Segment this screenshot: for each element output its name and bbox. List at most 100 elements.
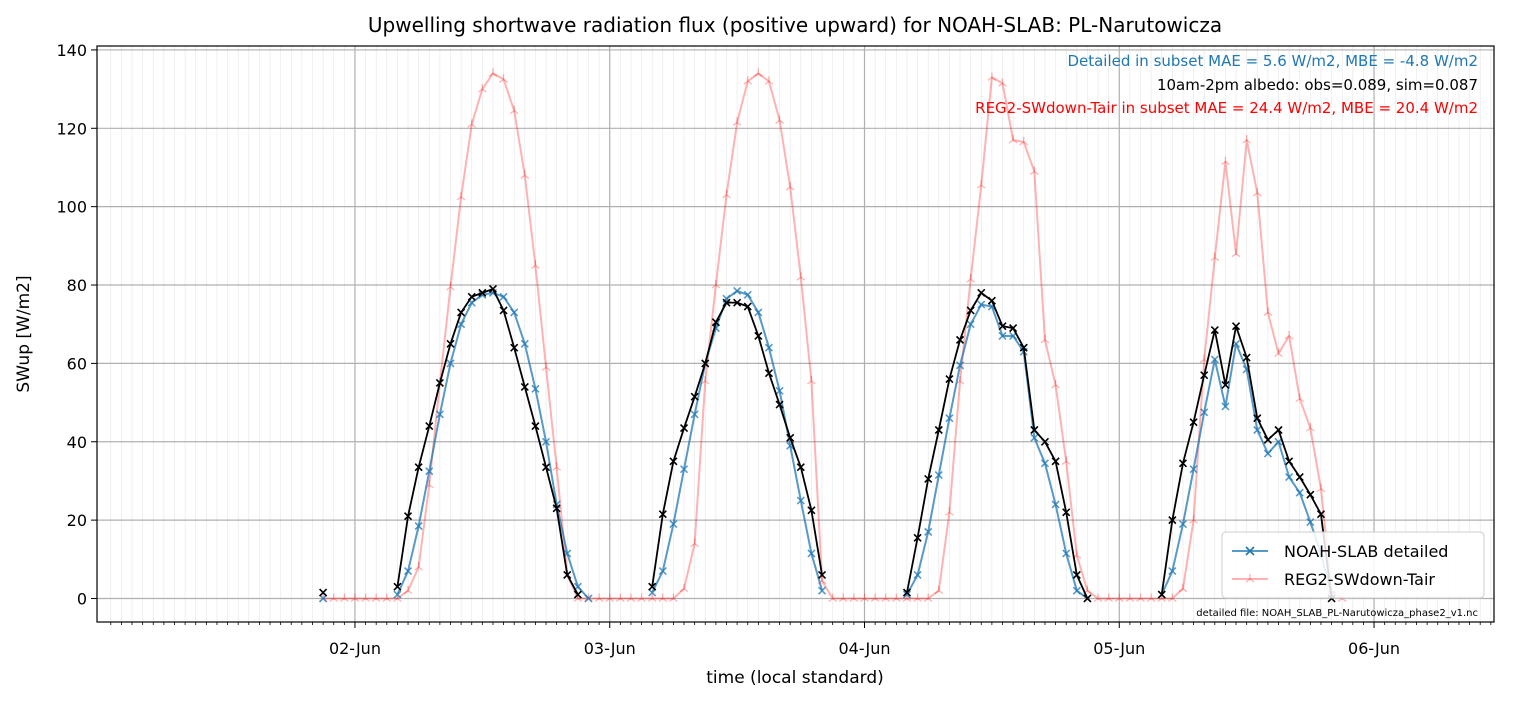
minor-grid	[110, 46, 1492, 622]
x-tick-label: 03-Jun	[584, 639, 636, 658]
legend-box	[1221, 531, 1485, 599]
data-point	[1200, 408, 1209, 417]
data-point	[1062, 549, 1071, 558]
data-point	[966, 306, 975, 315]
data-point	[764, 369, 774, 378]
data-point	[648, 582, 657, 591]
data-point	[414, 463, 423, 472]
x-tick-label: 02-Jun	[329, 639, 381, 658]
data-point	[605, 593, 615, 603]
data-point	[425, 467, 434, 476]
data-point	[541, 362, 551, 371]
data-point	[732, 117, 742, 126]
data-point	[955, 335, 965, 344]
data-point	[733, 286, 742, 295]
data-point	[785, 182, 795, 191]
data-point	[1242, 353, 1251, 362]
data-point	[658, 593, 668, 603]
data-point	[1167, 593, 1177, 603]
data-point	[382, 593, 392, 603]
data-point	[976, 180, 986, 189]
data-point	[1051, 500, 1060, 509]
data-point	[913, 570, 922, 580]
data-point	[1072, 586, 1081, 595]
data-point	[446, 359, 455, 368]
data-point	[1210, 252, 1220, 262]
data-point	[1030, 433, 1039, 442]
y-tick-label: 20	[67, 511, 87, 530]
data-point	[435, 410, 444, 419]
data-point	[467, 119, 477, 128]
data-point	[1285, 457, 1294, 466]
data-point	[594, 593, 604, 603]
data-point	[1295, 488, 1304, 497]
y-tick-label: 120	[56, 119, 87, 138]
data-point	[1242, 135, 1252, 144]
data-point	[520, 339, 529, 348]
data-point	[1168, 566, 1177, 576]
data-point	[435, 378, 444, 388]
data-point	[1136, 593, 1145, 603]
data-point	[754, 308, 763, 317]
data-point	[669, 519, 678, 529]
data-point	[690, 538, 700, 548]
legend-label-noah: NOAH-SLAB detailed	[1284, 542, 1448, 561]
data-point	[881, 593, 891, 603]
data-point	[1061, 456, 1071, 465]
data-point	[987, 72, 997, 81]
legend-marker-noah	[1245, 546, 1255, 556]
data-point	[1189, 418, 1198, 427]
data-point	[499, 292, 508, 301]
series-line	[906, 291, 1089, 599]
data-point	[1146, 593, 1156, 603]
data-point	[1178, 583, 1188, 593]
data-point	[1284, 330, 1294, 340]
data-point	[977, 300, 986, 309]
data-point	[1114, 593, 1124, 603]
data-point	[509, 105, 519, 115]
data-point	[510, 343, 519, 352]
chart-title: Upwelling shortwave radiation flux (posi…	[368, 13, 1222, 37]
data-point	[711, 280, 721, 289]
data-point	[924, 527, 933, 536]
data-point	[563, 570, 572, 580]
data-point	[393, 582, 402, 591]
data-point	[1178, 519, 1188, 529]
data-point	[817, 570, 827, 580]
data-point	[966, 320, 975, 329]
data-point	[743, 76, 753, 85]
data-point	[796, 463, 805, 472]
data-point	[1295, 393, 1305, 403]
annotation-reg2-metrics: REG2-SWdown-Tair in subset MAE = 24.4 W/…	[975, 99, 1478, 117]
data-point	[658, 566, 667, 576]
data-point	[1104, 593, 1114, 603]
data-point	[329, 593, 339, 603]
data-point	[934, 470, 943, 480]
data-point	[669, 457, 678, 466]
data-point	[977, 288, 986, 297]
data-point	[945, 374, 954, 384]
data-point	[807, 549, 816, 558]
data-point	[1051, 379, 1060, 389]
data-point	[1062, 508, 1071, 517]
series-line	[323, 72, 1343, 600]
data-point	[1040, 459, 1050, 468]
data-point	[1040, 437, 1050, 446]
data-point	[499, 74, 508, 83]
series-reference	[319, 284, 1336, 603]
data-point	[1019, 137, 1029, 146]
data-point	[573, 590, 582, 599]
data-point	[1231, 322, 1241, 331]
data-point	[584, 594, 593, 603]
plot-frame	[96, 45, 1495, 623]
series-line	[396, 288, 579, 595]
data-point	[531, 384, 540, 393]
data-point	[1019, 343, 1028, 352]
data-point	[902, 588, 912, 597]
data-point	[647, 593, 657, 603]
data-point	[488, 68, 498, 77]
data-point	[1072, 570, 1081, 580]
data-point	[690, 392, 699, 401]
data-point	[924, 474, 933, 484]
axis-ticks: 02-Jun 03-Jun 04-Jun 05-Jun 06-Jun 0 20 40 60 80 1…	[56, 41, 1492, 658]
